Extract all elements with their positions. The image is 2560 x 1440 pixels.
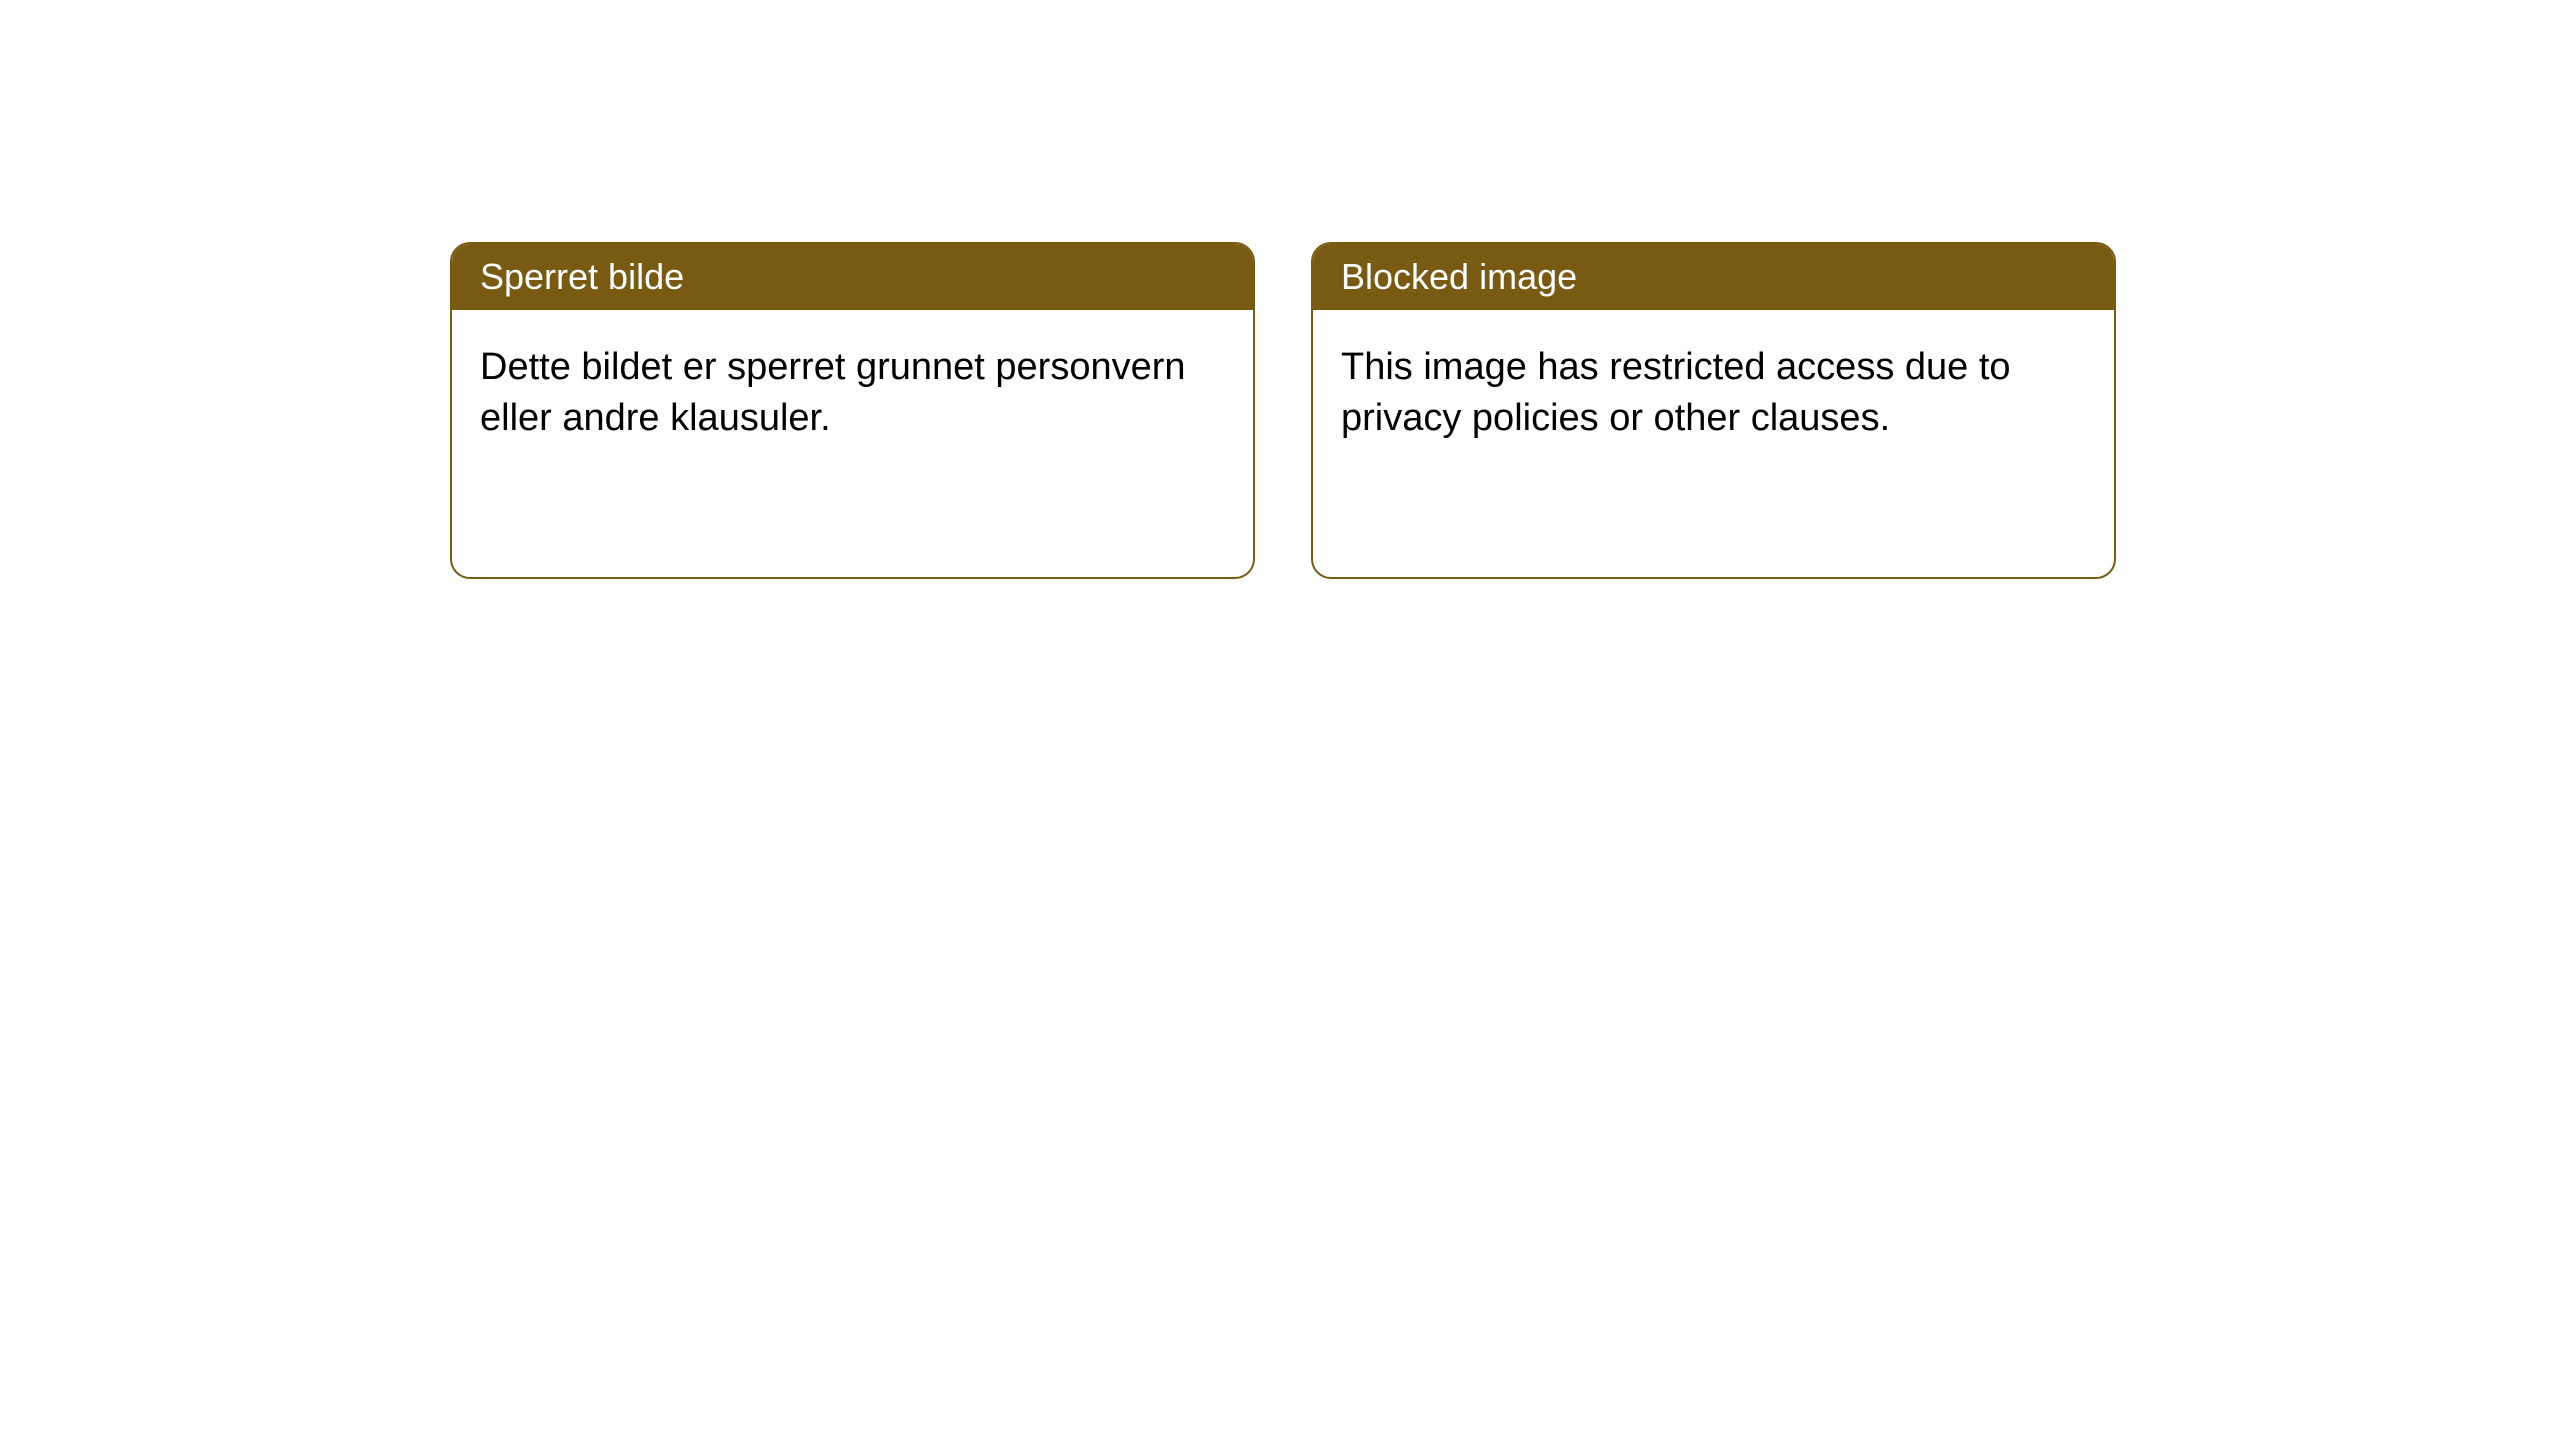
notice-title: Blocked image [1341, 256, 1577, 297]
notice-title: Sperret bilde [480, 256, 684, 297]
notice-card-english: Blocked image This image has restricted … [1311, 242, 2116, 579]
notice-message: Dette bildet er sperret grunnet personve… [480, 346, 1186, 439]
notice-header: Blocked image [1313, 244, 2114, 310]
notice-body: Dette bildet er sperret grunnet personve… [452, 310, 1253, 477]
notice-header: Sperret bilde [452, 244, 1253, 310]
notice-body: This image has restricted access due to … [1313, 310, 2114, 477]
notice-message: This image has restricted access due to … [1341, 346, 2011, 439]
notice-card-norwegian: Sperret bilde Dette bildet er sperret gr… [450, 242, 1255, 579]
notice-container: Sperret bilde Dette bildet er sperret gr… [450, 242, 2116, 579]
